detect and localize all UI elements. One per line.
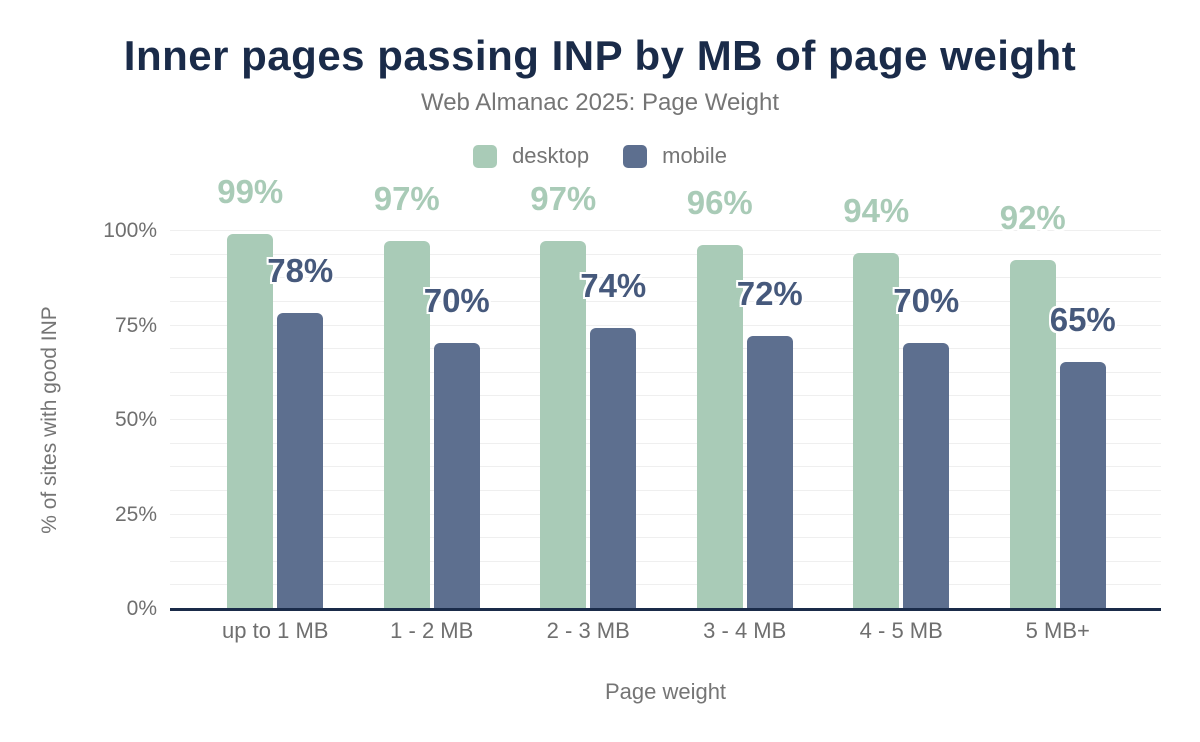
gridline [170,324,1161,326]
gridline [170,253,1161,255]
plot-area: 99% 78% 97% 70% 97% 74% 96% 72% 94% 70% 92% 65% [197,175,1137,608]
x-tick-label-0: up to 1 MB [222,618,329,643]
y-axis-title: % of sites with good INP [38,306,61,534]
bar-mobile-1[interactable]: 70% [424,284,490,608]
chart-subtitle: Web Almanac 2025: Page Weight [420,89,779,116]
bar-group-2: 97% 74% [510,182,667,608]
bar-mobile-5[interactable]: 65% [1050,303,1116,608]
data-label-mobile-2: 74% [580,267,647,305]
data-label-desktop-1: 97% [373,180,440,218]
gridline [170,230,1161,231]
x-tick-label-5: 5 MB+ [1025,618,1090,643]
bar-desktop-5[interactable]: 92% [1000,201,1066,608]
x-tick-label-2: 2 - 3 MB [546,618,630,643]
chart-title: Inner pages passing INP by MB of page we… [123,32,1077,79]
gridline [170,371,1161,373]
y-tick-label-25%: 25% [114,502,157,526]
bar-desktop-0[interactable]: 99% [217,175,283,608]
legend-label-desktop: desktop [512,143,590,168]
data-label-mobile-0: 78% [267,252,334,290]
bar-mobile-4[interactable]: 70% [893,284,959,608]
x-axis-line [170,608,1161,611]
gridline [170,300,1161,302]
legend-swatch-mobile [623,144,648,168]
gridline [170,584,1161,586]
y-tick-label-100%: 100% [103,219,157,242]
bar-group-3: 96% 72% [667,186,824,608]
gridline [170,277,1161,279]
data-label-desktop-3: 96% [686,184,753,222]
x-tick-label-3: 3 - 4 MB [703,618,787,643]
y-tick-label-0%: 0% [126,597,157,620]
bar-group-0: 99% 78% [197,175,354,608]
y-tick-label-50%: 50% [114,408,157,431]
gridline [170,348,1161,350]
bar-mobile-0[interactable]: 78% [267,254,333,608]
legend-item-mobile[interactable]: mobile [623,143,727,169]
x-axis-tick-labels: up to 1 MB 1 - 2 MB 2 - 3 MB 3 - 4 MB 4 - 5 … [197,619,1136,643]
gridline [170,466,1161,468]
bar-mobile-3[interactable]: 72% [737,277,803,608]
gridline [170,489,1161,491]
legend: desktop mobile [0,143,1200,169]
gridline [170,560,1161,562]
gridline [170,419,1161,420]
bar-group-5: 92% 65% [980,201,1137,608]
gridline [170,395,1161,397]
data-label-mobile-5: 65% [1049,301,1116,339]
x-tick-label-1: 1 - 2 MB [390,618,474,643]
data-label-desktop-0: 99% [217,172,284,210]
bar-group-1: 97% 70% [354,182,511,608]
bar-mobile-2[interactable]: 74% [580,269,646,608]
x-axis-title: Page weight [604,679,727,704]
data-label-desktop-5: 92% [999,199,1066,237]
bar-desktop-3[interactable]: 96% [687,186,753,608]
bar-desktop-4[interactable]: 94% [843,194,909,608]
legend-item-desktop[interactable]: desktop [473,143,589,169]
data-label-desktop-2: 97% [530,180,597,218]
x-tick-label-4: 4 - 5 MB [859,618,943,643]
data-label-mobile-4: 70% [893,282,960,320]
data-label-mobile-1: 70% [423,282,490,320]
gridline [170,442,1161,444]
data-label-desktop-4: 94% [843,191,910,229]
gridline [170,537,1161,539]
data-label-mobile-3: 72% [736,274,803,312]
bar-desktop-2[interactable]: 97% [530,182,596,608]
legend-swatch-desktop [473,144,498,168]
bar-group-4: 94% 70% [823,194,980,608]
gridline [170,513,1161,515]
bar-desktop-1[interactable]: 97% [374,182,440,608]
y-tick-label-75%: 75% [114,313,157,337]
legend-label-mobile: mobile [662,143,727,168]
